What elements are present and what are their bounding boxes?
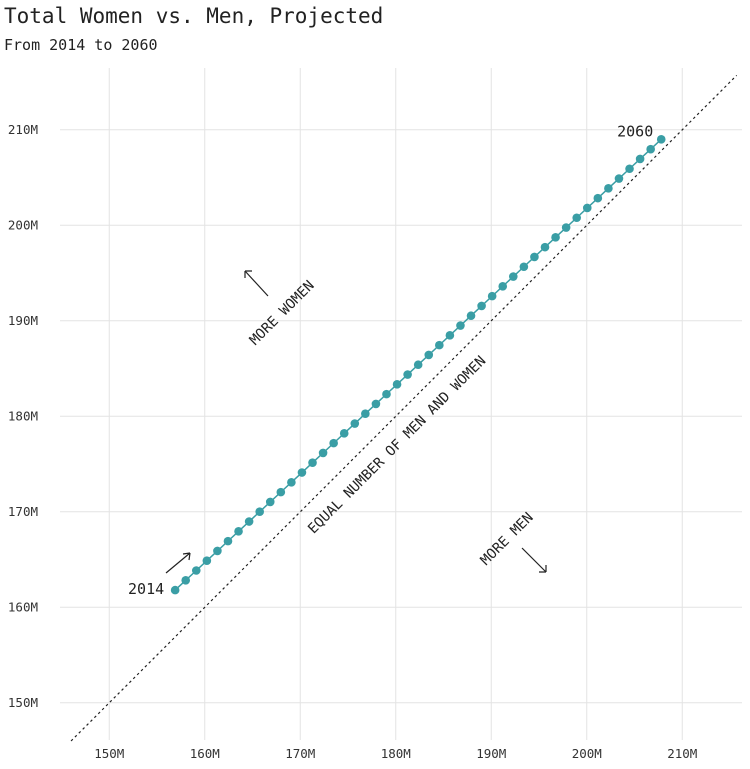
data-point	[413, 360, 423, 370]
x-tick-label: 190M	[476, 746, 506, 761]
y-tick-label: 190M	[8, 313, 38, 328]
data-point	[614, 174, 624, 183]
data-point	[350, 419, 360, 428]
x-tick-label: 210M	[667, 746, 697, 761]
data-point	[561, 223, 571, 232]
data-point	[265, 497, 275, 507]
data-point	[424, 350, 434, 360]
more-men-arrow	[521, 547, 547, 573]
data-point	[508, 272, 518, 281]
data-point	[361, 409, 370, 419]
more-men-arrow-head	[539, 565, 547, 573]
data-point	[582, 203, 592, 213]
data-point	[255, 507, 264, 517]
data-point	[656, 135, 666, 144]
data-point	[540, 242, 550, 252]
x-tick-label: 180M	[381, 746, 411, 761]
data-point	[392, 380, 402, 389]
data-point	[604, 184, 613, 193]
data-point	[339, 429, 349, 438]
data-point	[435, 340, 444, 350]
end-year-label: 2060	[617, 122, 653, 140]
data-point	[213, 546, 222, 556]
data-point	[223, 536, 233, 546]
x-tick-label: 200M	[572, 746, 602, 761]
data-point	[181, 576, 191, 585]
data-point	[371, 399, 381, 409]
data-point	[477, 301, 486, 311]
data-point	[234, 527, 243, 536]
data-point	[276, 487, 286, 497]
data-point	[646, 144, 655, 154]
series-layer	[170, 135, 666, 595]
data-point	[318, 448, 328, 458]
equality-line	[70, 74, 738, 742]
y-tick-label: 170M	[8, 504, 38, 519]
y-tick-label: 200M	[8, 217, 38, 232]
data-point	[308, 458, 317, 468]
data-point	[297, 468, 307, 477]
y-tick-label: 180M	[8, 408, 38, 423]
data-point	[551, 233, 560, 242]
start-arrow	[165, 552, 191, 574]
start-arrow-head	[182, 552, 191, 561]
x-tick-label: 160M	[190, 746, 220, 761]
more-women-label: MORE WOMEN	[247, 278, 318, 349]
data-point	[329, 438, 338, 448]
data-point	[244, 517, 254, 526]
y-tick-label: 160M	[8, 599, 38, 614]
data-point	[170, 585, 180, 595]
chart-title: Total Women vs. Men, Projected	[4, 4, 384, 28]
grid-layer: 150M 160M 170M 180M 190M 200M 210M 150M 160M 170M…	[8, 68, 742, 761]
data-point	[487, 291, 497, 301]
data-point	[635, 154, 645, 164]
data-point	[625, 164, 634, 174]
data-point	[202, 556, 212, 566]
more-women-arrow	[244, 270, 269, 297]
start-year-label: 2014	[128, 580, 164, 598]
data-point	[498, 282, 508, 291]
data-point	[593, 193, 603, 203]
more-women-arrow-head	[244, 270, 252, 278]
data-point	[191, 566, 201, 575]
y-tick-label: 150M	[8, 695, 38, 710]
data-point	[519, 262, 529, 272]
more-men-label: MORE MEN	[478, 510, 537, 569]
reference-line-layer	[70, 74, 738, 742]
data-point	[466, 311, 476, 321]
data-point	[530, 252, 539, 262]
data-point	[403, 370, 412, 379]
data-point	[382, 389, 391, 399]
chart-subtitle: From 2014 to 2060	[4, 36, 158, 54]
data-point	[287, 478, 296, 487]
x-tick-label: 150M	[94, 746, 124, 761]
data-point	[445, 331, 455, 340]
x-tick-label: 170M	[285, 746, 315, 761]
y-tick-label: 210M	[8, 122, 38, 137]
data-point	[456, 321, 465, 330]
data-point	[572, 213, 582, 223]
